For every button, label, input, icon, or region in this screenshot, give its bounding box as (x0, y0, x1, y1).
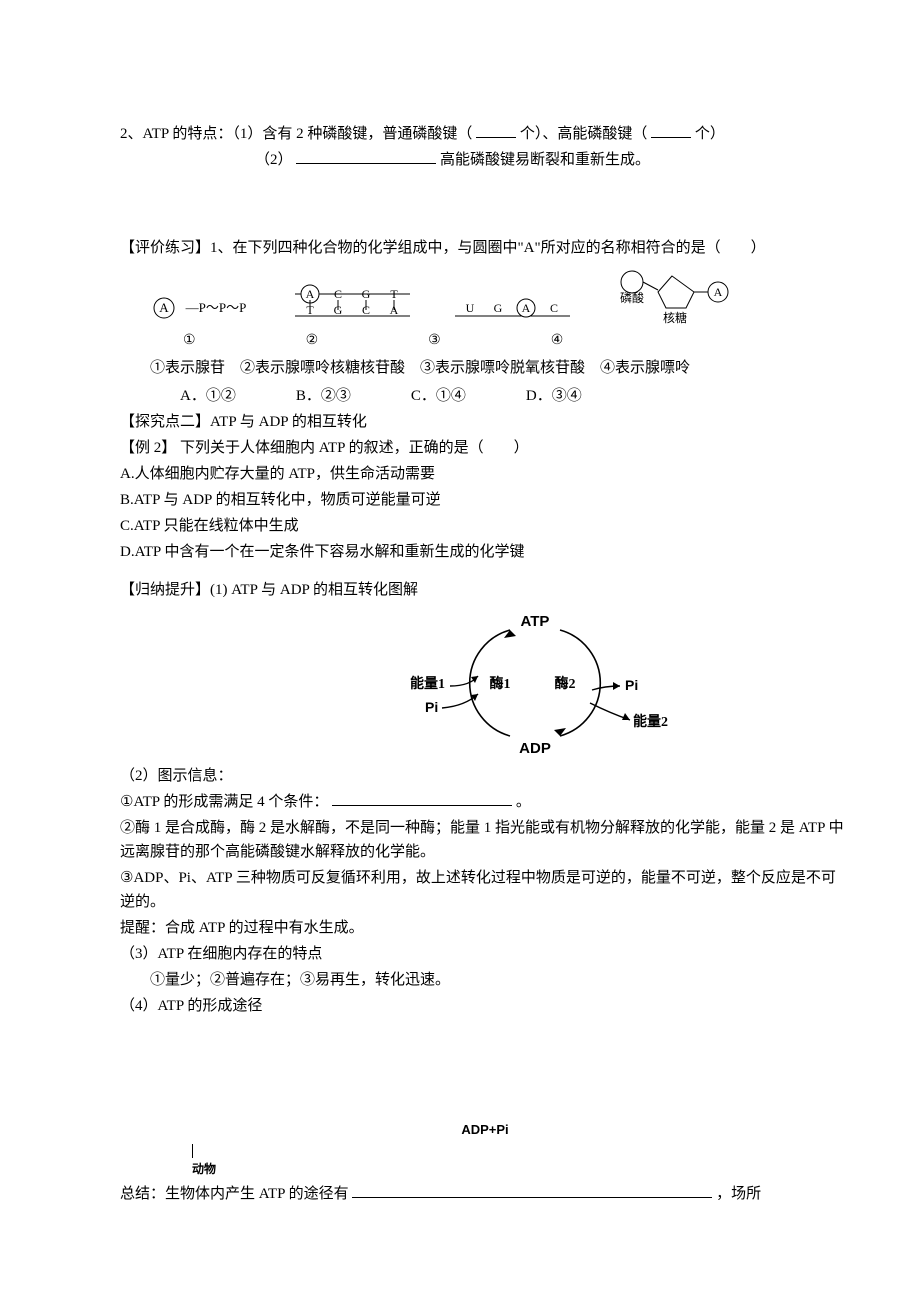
svg-text:A: A (522, 301, 531, 315)
svg-text:C: C (550, 301, 558, 315)
eval1-options: A．①② B．②③ C．①④ D．③④ (120, 384, 850, 408)
example2-stem: 【例 2】 下列关于人体细胞内 ATP 的叙述，正确的是（ ） (120, 436, 850, 460)
p2: （2）图示信息： (120, 764, 850, 788)
text-frag: 2、ATP 的特点：（1）含有 2 种磷酸键，普通磷酸键（ (120, 126, 472, 142)
e2-label: 能量2 (633, 713, 668, 730)
text-frag: 总结：生物体内产生 ATP 的途径有 (120, 1186, 349, 1202)
p2-2: ②酶 1 是合成酶，酶 2 是水解酶，不是同一种酶；能量 1 指光能或有机物分解… (120, 816, 850, 864)
ex2-opt-d: D.ATP 中含有一个在一定条件下容易水解和重新生成的化学键 (120, 540, 850, 564)
ex2-opt-b: B.ATP 与 ADP 的相互转化中，物质可逆能量可逆 (120, 488, 850, 512)
pi-right: Pi (625, 677, 638, 693)
p4: （4）ATP 的形成途径 (120, 994, 850, 1018)
svg-text:T: T (390, 287, 398, 301)
text-frag: ①ATP 的形成需满足 4 个条件： (120, 794, 328, 810)
text-frag: 高能磷酸键易断裂和重新生成。 (440, 152, 650, 168)
compound-3: U G A C (450, 288, 580, 328)
bond-chain: —P～P～P (185, 300, 247, 315)
text-frag: 个） (695, 126, 725, 142)
svg-text:A: A (714, 285, 723, 299)
atp-adp-cycle: ATP ADP 酶1 酶2 能量1 Pi Pi 能量2 (210, 608, 850, 758)
p3: （3）ATP 在细胞内存在的特点 (120, 942, 850, 966)
opt-c: C．①④ (411, 384, 466, 408)
e1-label: 能量1 (410, 675, 445, 692)
compound-1: A —P～P～P (150, 288, 260, 328)
pi-left: Pi (425, 699, 438, 715)
blank-normal-bond-count (476, 122, 516, 138)
adp-pi-label: ADP+Pi (120, 1120, 850, 1141)
p3-1: ①量少；②普遍存在；③易再生，转化迅速。 (120, 968, 850, 992)
svg-text:U: U (466, 301, 475, 315)
num-3: ③ (428, 330, 441, 352)
final-summary: 总结：生物体内产生 ATP 的途径有 ，场所 (120, 1182, 850, 1206)
adp-label: ADP (519, 740, 551, 757)
atp-features-line1: 2、ATP 的特点：（1）含有 2 种磷酸键，普通磷酸键（ 个）、高能磷酸键（ … (120, 122, 850, 146)
compound-2: A C G T T G C A (290, 282, 420, 328)
svg-text:G: G (494, 301, 503, 315)
explore2-title: 【探究点二】ATP 与 ADP 的相互转化 (120, 410, 850, 434)
text-frag: （2） (255, 152, 293, 168)
animal-label: 动物 (120, 1160, 850, 1179)
ex2-opt-c: C.ATP 只能在线粒体中生成 (120, 514, 850, 538)
enz2-label: 酶2 (555, 675, 576, 692)
text-frag: ，场所 (716, 1186, 761, 1202)
text-frag: 。 (516, 794, 531, 810)
compound-legend: ①表示腺苷 ②表示腺嘌呤核糖核苷酸 ③表示腺嘌呤脱氧核苷酸 ④表示腺嘌呤 (120, 356, 850, 380)
summary-tip: 提醒：合成 ATP 的过程中有水生成。 (120, 916, 850, 940)
blank-high-energy-count (651, 122, 691, 138)
text-frag: 个）、高能磷酸键（ (520, 126, 648, 142)
enz1-label: 酶1 (490, 675, 511, 692)
num-1: ① (183, 330, 196, 352)
p2-1: ①ATP 的形成需满足 4 个条件： 。 (120, 790, 850, 814)
a-label: A (159, 300, 169, 315)
blank-4-conditions (332, 790, 512, 806)
ex2-opt-a: A.人体细胞内贮存大量的 ATP，供生命活动需要 (120, 462, 850, 486)
eval1-stem: 【评价练习】1、在下列四种化合物的化学组成中，与圆圈中"A"所对应的名称相符合的… (120, 236, 850, 260)
p2-3: ③ADP、Pi、ATP 三种物质可反复循环利用，故上述转化过程中物质是可逆的，能… (120, 866, 850, 914)
blank-atp-pathways (352, 1182, 712, 1198)
summary-title: 【归纳提升】(1) ATP 与 ADP 的相互转化图解 (120, 578, 850, 602)
svg-text:C: C (334, 287, 342, 301)
svg-text:G: G (362, 287, 371, 301)
svg-text:A: A (306, 287, 315, 301)
num-2: ② (306, 330, 319, 352)
blank-high-energy-bond (296, 148, 436, 164)
vertical-divider (120, 1141, 850, 1160)
compound-4: 磷酸 核糖 A (610, 268, 740, 328)
opt-a: A．①② (180, 384, 236, 408)
atp-features-line2: （2） 高能磷酸键易断裂和重新生成。 (120, 148, 850, 172)
opt-d: D．③④ (526, 384, 582, 408)
compound-numbers: ① ② ③ ④ (120, 330, 850, 352)
compound-figures: A —P～P～P A C G T T G C A (150, 268, 850, 328)
num-4: ④ (551, 330, 564, 352)
atp-label: ATP (521, 613, 550, 630)
phosphate-label: 磷酸 (620, 290, 644, 305)
ribose-label: 核糖 (663, 310, 687, 325)
opt-b: B．②③ (296, 384, 351, 408)
